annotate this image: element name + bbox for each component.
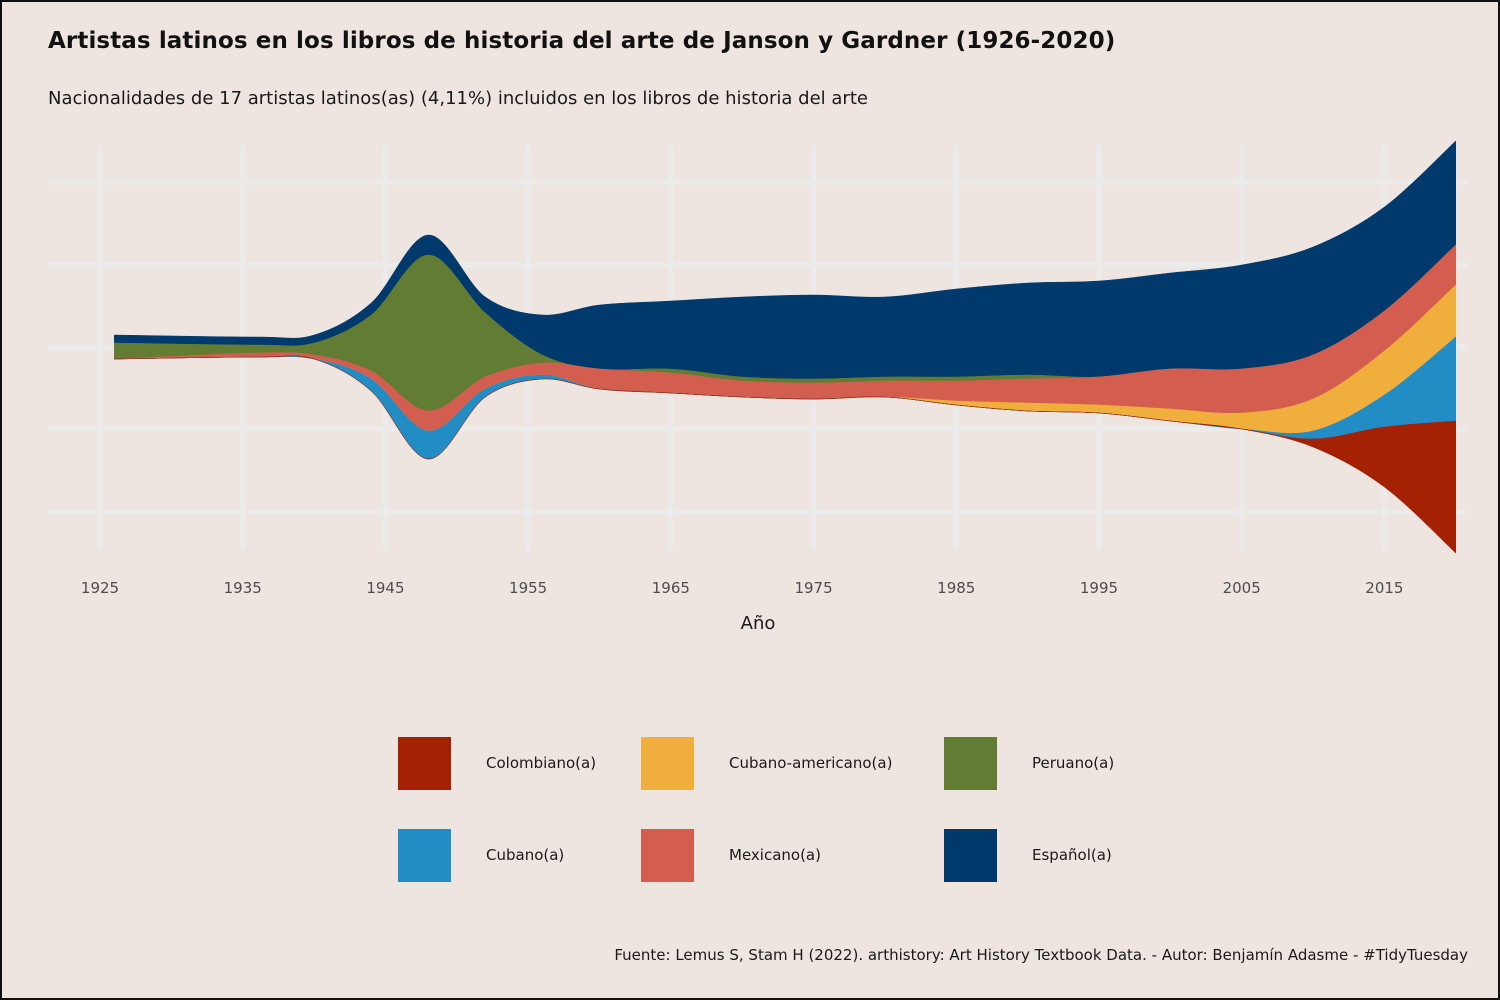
x-tick-label: 1925: [81, 579, 119, 597]
x-tick-label: 1945: [366, 579, 404, 597]
stream-colombiano-a: [114, 355, 1456, 554]
legend-swatch: [398, 736, 451, 790]
legend-item-peruano: Peruano(a): [944, 736, 1114, 790]
legend-label: Peruano(a): [1032, 754, 1115, 772]
x-tick-label: 1995: [1080, 579, 1118, 597]
x-tick-label: 2015: [1365, 579, 1403, 597]
chart-title: Artistas latinos en los libros de histor…: [48, 28, 1116, 54]
legend-swatch: [641, 828, 694, 882]
legend-item-cubano-americano: Cubano-americano(a): [641, 736, 892, 790]
legend-label: Español(a): [1032, 846, 1112, 864]
legend-swatch: [944, 828, 997, 882]
x-tick-label: 1955: [509, 579, 547, 597]
x-tick-label: 2005: [1223, 579, 1261, 597]
legend-swatch: [944, 736, 997, 790]
legend-swatch: [641, 736, 694, 790]
legend-label: Cubano(a): [486, 846, 565, 864]
legend: Colombiano(a) Cubano-americano(a) Peruan…: [398, 736, 1158, 886]
x-axis-title: Año: [741, 613, 776, 634]
chart-subtitle: Nacionalidades de 17 artistas latinos(as…: [48, 88, 868, 109]
legend-item-mexicano: Mexicano(a): [641, 828, 821, 882]
legend-label: Colombiano(a): [486, 754, 597, 772]
x-tick-label: 1985: [937, 579, 975, 597]
streamgraph-plot: 1925 1935 1945 1955 1965 1975 1985 1995 2005 2015…: [48, 140, 1468, 634]
x-tick-label: 1975: [794, 579, 832, 597]
x-tick-label: 1935: [224, 579, 262, 597]
source-caption: Fuente: Lemus S, Stam H (2022). arthisto…: [614, 946, 1468, 964]
legend-label: Cubano-americano(a): [729, 754, 893, 772]
stream-areas: [114, 140, 1456, 554]
legend-item-espanol: Español(a): [944, 828, 1112, 882]
x-axis-ticks: 1925 1935 1945 1955 1965 1975 1985 1995 2005 2015: [81, 579, 1404, 597]
legend-swatch: [398, 828, 451, 882]
x-tick-label: 1965: [652, 579, 690, 597]
legend-item-cubano: Cubano(a): [398, 828, 564, 882]
legend-item-colombiano: Colombiano(a): [398, 736, 596, 790]
legend-label: Mexicano(a): [729, 846, 821, 864]
